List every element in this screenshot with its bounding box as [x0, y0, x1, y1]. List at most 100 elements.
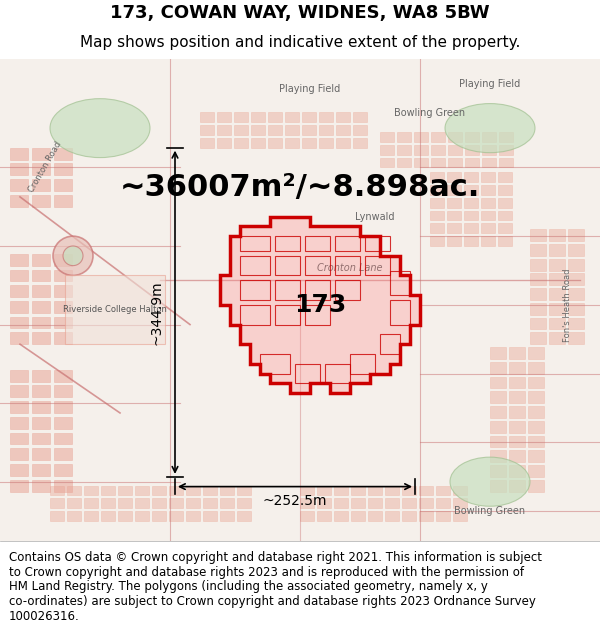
Bar [54, 164, 72, 175]
Bar [528, 421, 544, 432]
Bar [365, 256, 390, 276]
Bar [54, 448, 72, 460]
Bar [549, 229, 565, 241]
Bar [268, 138, 282, 148]
Bar [300, 498, 314, 508]
Bar [334, 511, 348, 521]
Bar [54, 432, 72, 444]
Bar [448, 158, 462, 168]
Bar [351, 511, 365, 521]
Bar [10, 269, 28, 281]
Bar [335, 256, 360, 276]
Bar [237, 498, 251, 508]
Text: Bowling Green: Bowling Green [454, 506, 526, 516]
Bar [220, 511, 234, 521]
Bar [453, 511, 467, 521]
Bar [32, 432, 50, 444]
Bar [380, 145, 394, 154]
Bar [54, 464, 72, 476]
Bar [169, 498, 183, 508]
Bar [482, 145, 496, 154]
Bar [530, 318, 546, 329]
Bar [414, 145, 428, 154]
Bar [317, 486, 331, 496]
Bar [10, 317, 28, 329]
Bar [464, 173, 478, 182]
Bar [549, 332, 565, 344]
Bar [464, 185, 478, 195]
Bar [54, 301, 72, 312]
Bar [509, 362, 525, 374]
Bar [54, 332, 72, 344]
Polygon shape [220, 216, 420, 393]
Bar [240, 256, 270, 276]
Bar [498, 211, 512, 221]
Bar [118, 486, 132, 496]
Bar [275, 281, 300, 300]
Bar [498, 198, 512, 208]
Bar [217, 112, 231, 123]
Bar [436, 486, 450, 496]
Bar [54, 269, 72, 281]
Bar [54, 148, 72, 159]
Bar [135, 498, 149, 508]
Bar [509, 377, 525, 388]
Bar [397, 145, 411, 154]
Bar [528, 465, 544, 477]
Bar [65, 276, 165, 344]
Bar [499, 132, 513, 142]
Bar [302, 138, 316, 148]
Bar [465, 158, 479, 168]
Bar [317, 498, 331, 508]
Bar [268, 112, 282, 123]
Bar [549, 244, 565, 256]
Bar [285, 112, 299, 123]
Bar [54, 401, 72, 413]
Bar [336, 125, 350, 135]
Bar [402, 498, 416, 508]
Bar [490, 406, 506, 418]
Bar [431, 158, 445, 168]
Bar [10, 401, 28, 413]
Bar [509, 406, 525, 418]
Bar [568, 244, 584, 256]
Bar [302, 112, 316, 123]
Bar [448, 132, 462, 142]
Bar [490, 377, 506, 388]
Bar [380, 334, 400, 354]
Bar [300, 486, 314, 496]
Bar [414, 158, 428, 168]
Bar [300, 511, 314, 521]
Text: ~344.9m: ~344.9m [150, 280, 164, 344]
Bar [549, 303, 565, 315]
Bar [152, 486, 166, 496]
Bar [385, 511, 399, 521]
Bar [285, 138, 299, 148]
Bar [430, 223, 444, 233]
Bar [397, 132, 411, 142]
Bar [54, 386, 72, 398]
Bar [402, 511, 416, 521]
Bar [237, 486, 251, 496]
Bar [499, 145, 513, 154]
Bar [32, 195, 50, 207]
Bar [509, 436, 525, 447]
Bar [419, 511, 433, 521]
Bar [419, 486, 433, 496]
Bar [186, 498, 200, 508]
Bar [490, 362, 506, 374]
Bar [10, 148, 28, 159]
Bar [251, 125, 265, 135]
Bar [54, 317, 72, 329]
Bar [135, 486, 149, 496]
Bar [10, 195, 28, 207]
Bar [447, 185, 461, 195]
Text: ~36007m²/~8.898ac.: ~36007m²/~8.898ac. [120, 173, 480, 201]
Bar [237, 511, 251, 521]
Bar [317, 511, 331, 521]
Bar [200, 125, 214, 135]
Bar [50, 511, 64, 521]
Bar [101, 511, 115, 521]
Bar [481, 185, 495, 195]
Bar [220, 486, 234, 496]
